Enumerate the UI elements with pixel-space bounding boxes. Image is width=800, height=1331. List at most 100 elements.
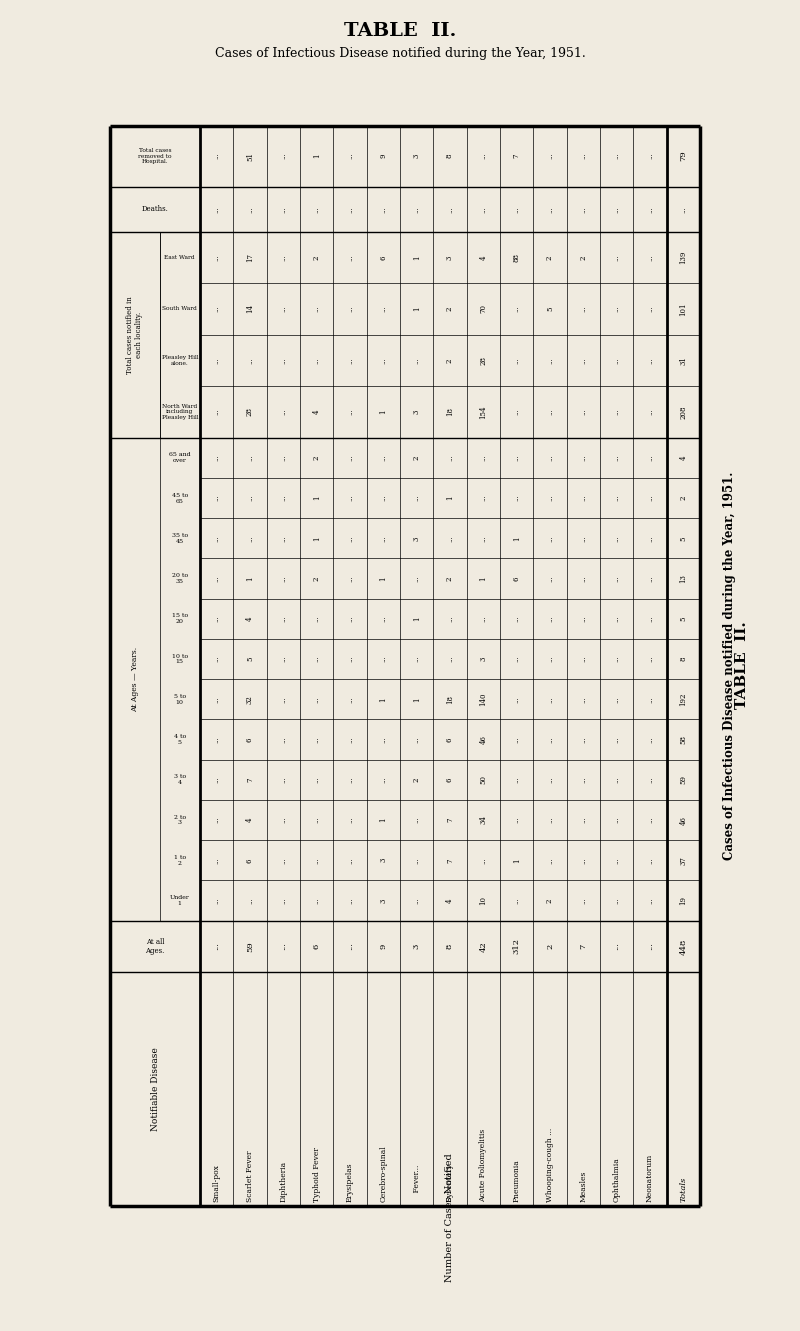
Text: ...: ... xyxy=(513,357,521,363)
Text: ...: ... xyxy=(246,357,254,363)
Text: ...: ... xyxy=(213,409,221,415)
Text: ...: ... xyxy=(513,656,521,663)
Text: Erysipelas: Erysipelas xyxy=(346,1162,354,1202)
Text: ...: ... xyxy=(646,535,654,542)
Text: ...: ... xyxy=(546,454,554,462)
Text: ...: ... xyxy=(413,575,421,582)
Text: Neonatorum: Neonatorum xyxy=(646,1153,654,1202)
Text: ...: ... xyxy=(613,615,621,622)
Text: 18: 18 xyxy=(446,407,454,417)
Text: ...: ... xyxy=(613,575,621,582)
Text: ...: ... xyxy=(513,817,521,824)
Text: ...: ... xyxy=(313,656,321,663)
Text: ...: ... xyxy=(346,776,354,783)
Text: ...: ... xyxy=(246,206,254,213)
Text: 1: 1 xyxy=(413,616,421,622)
Text: 45 to
65: 45 to 65 xyxy=(171,492,188,503)
Text: ...: ... xyxy=(413,656,421,663)
Text: ...: ... xyxy=(579,535,587,542)
Text: 5 to
10: 5 to 10 xyxy=(174,693,186,704)
Text: ...: ... xyxy=(579,575,587,582)
Text: 4: 4 xyxy=(246,817,254,823)
Text: 10: 10 xyxy=(479,896,487,905)
Text: ...: ... xyxy=(279,153,287,160)
Text: 37: 37 xyxy=(679,856,687,865)
Text: 20 to
35: 20 to 35 xyxy=(172,574,188,584)
Text: ...: ... xyxy=(213,153,221,160)
Text: 3 to
4: 3 to 4 xyxy=(174,775,186,785)
Text: ...: ... xyxy=(479,615,487,622)
Text: 1: 1 xyxy=(446,496,454,500)
Text: 2: 2 xyxy=(546,256,554,260)
Text: 58: 58 xyxy=(679,735,687,744)
Text: 46: 46 xyxy=(679,816,687,824)
Text: ...: ... xyxy=(679,206,687,213)
Text: 1: 1 xyxy=(313,154,321,158)
Text: 3: 3 xyxy=(479,658,487,662)
Text: ...: ... xyxy=(379,615,387,622)
Text: ...: ... xyxy=(346,495,354,502)
Text: ...: ... xyxy=(379,736,387,743)
Text: 5: 5 xyxy=(546,306,554,311)
Text: ...: ... xyxy=(546,857,554,864)
Text: ...: ... xyxy=(246,454,254,462)
Text: 2 to
3: 2 to 3 xyxy=(174,815,186,825)
Text: ...: ... xyxy=(579,776,587,783)
Text: 50: 50 xyxy=(479,775,487,784)
Text: ...: ... xyxy=(213,776,221,783)
Text: 4: 4 xyxy=(679,455,687,461)
Text: 2: 2 xyxy=(413,777,421,783)
Text: 88: 88 xyxy=(513,253,521,262)
Text: ...: ... xyxy=(279,817,287,824)
Text: 139: 139 xyxy=(679,250,687,264)
Text: ...: ... xyxy=(579,306,587,313)
Text: 2: 2 xyxy=(679,496,687,500)
Text: ...: ... xyxy=(379,495,387,502)
Text: 4: 4 xyxy=(246,616,254,622)
Text: 59: 59 xyxy=(679,775,687,784)
Text: ...: ... xyxy=(413,495,421,502)
Text: ...: ... xyxy=(279,615,287,622)
Text: 1: 1 xyxy=(513,858,521,862)
Text: ...: ... xyxy=(513,454,521,462)
Text: 2: 2 xyxy=(446,576,454,580)
Text: 1: 1 xyxy=(313,536,321,540)
Text: ...: ... xyxy=(279,495,287,502)
Text: ...: ... xyxy=(346,736,354,743)
Text: Cases of Infectious Disease notified during the Year, 1951.: Cases of Infectious Disease notified dur… xyxy=(214,47,586,60)
Text: ...: ... xyxy=(579,857,587,864)
Text: TABLE  II.: TABLE II. xyxy=(735,622,749,709)
Text: ...: ... xyxy=(213,306,221,313)
Text: ...: ... xyxy=(646,776,654,783)
Text: 4: 4 xyxy=(446,898,454,902)
Text: ...: ... xyxy=(479,206,487,213)
Text: ...: ... xyxy=(546,736,554,743)
Text: ...: ... xyxy=(213,454,221,462)
Text: 9: 9 xyxy=(379,154,387,158)
Text: ...: ... xyxy=(646,357,654,363)
Text: ...: ... xyxy=(446,206,454,213)
Text: 51: 51 xyxy=(246,152,254,161)
Text: ...: ... xyxy=(379,357,387,363)
Text: ...: ... xyxy=(379,656,387,663)
Text: 31: 31 xyxy=(679,357,687,365)
Text: ...: ... xyxy=(513,206,521,213)
Text: ...: ... xyxy=(613,454,621,462)
Text: ...: ... xyxy=(413,357,421,363)
Text: 65 and
over: 65 and over xyxy=(169,453,190,463)
Text: ...: ... xyxy=(279,736,287,743)
Text: 28: 28 xyxy=(246,407,254,417)
Text: 3: 3 xyxy=(379,858,387,862)
Text: ...: ... xyxy=(213,817,221,824)
Text: ...: ... xyxy=(279,776,287,783)
Text: ...: ... xyxy=(579,817,587,824)
Text: ...: ... xyxy=(346,656,354,663)
Text: ...: ... xyxy=(513,306,521,313)
Text: 2: 2 xyxy=(446,306,454,311)
Text: 2: 2 xyxy=(579,256,587,260)
Text: Measles: Measles xyxy=(579,1170,587,1202)
Text: 6: 6 xyxy=(379,256,387,260)
Text: ...: ... xyxy=(646,817,654,824)
Text: ...: ... xyxy=(646,254,654,261)
Text: ...: ... xyxy=(279,575,287,582)
